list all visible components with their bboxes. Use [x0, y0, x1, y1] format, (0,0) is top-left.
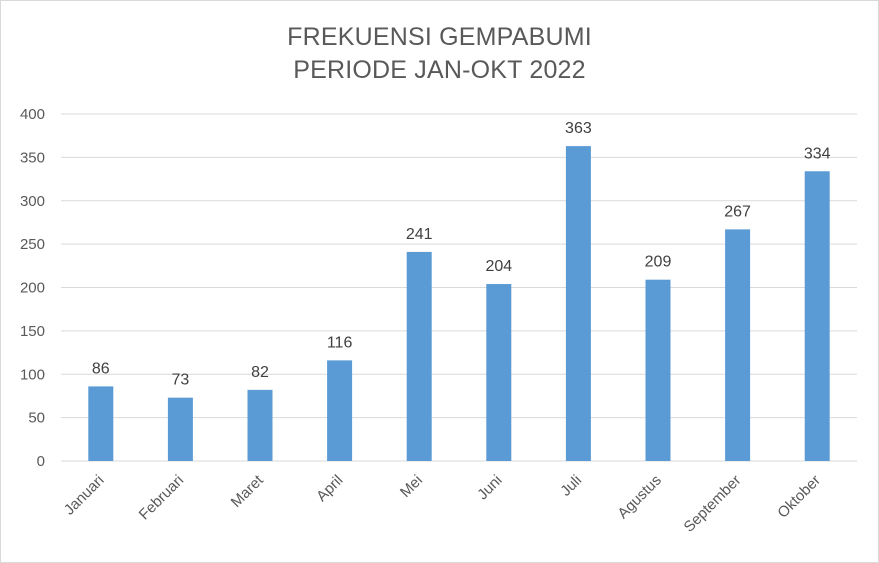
x-tick-label: Oktober: [774, 472, 824, 522]
chart-title-line-2: PERIODE JAN-OKT 2022: [293, 56, 586, 84]
data-label: 86: [92, 360, 110, 377]
x-tick-label: September: [681, 472, 745, 536]
x-tick-label: Juli: [557, 472, 585, 500]
data-label: 209: [645, 254, 672, 271]
y-tick-label: 150: [20, 323, 45, 340]
bar: [645, 279, 671, 461]
bar: [565, 146, 591, 461]
bar: [725, 229, 751, 461]
x-tick-label: April: [313, 472, 346, 505]
data-label: 363: [565, 120, 592, 137]
x-tick-label: Februari: [136, 472, 188, 524]
x-tick-label: Agustus: [614, 472, 664, 522]
x-tick-label: Maret: [228, 471, 268, 511]
y-tick-label: 200: [20, 280, 45, 297]
data-label: 334: [804, 145, 831, 162]
y-tick-label: 100: [20, 366, 45, 383]
y-tick-label: 250: [20, 236, 45, 253]
x-tick-label: Mei: [397, 472, 426, 501]
bar: [247, 389, 273, 461]
chart-title-line-1: FREKUENSI GEMPABUMI: [287, 23, 592, 51]
bar: [88, 386, 114, 461]
y-tick-label: 50: [28, 410, 45, 427]
data-label: 116: [327, 334, 353, 351]
data-label: 267: [724, 203, 751, 220]
x-tick-label: Juni: [474, 472, 505, 503]
data-label: 204: [485, 258, 512, 275]
bar: [167, 397, 193, 461]
data-label: 82: [251, 364, 269, 381]
y-tick-label: 400: [20, 106, 45, 123]
y-tick-label: 300: [20, 193, 45, 210]
data-label: 73: [172, 372, 190, 389]
y-tick-label: 0: [37, 453, 45, 470]
x-tick-label: Januari: [61, 472, 108, 519]
chart-title: FREKUENSI GEMPABUMI PERIODE JAN-OKT 2022: [1, 21, 878, 87]
data-label: 241: [406, 226, 433, 243]
y-tick-label: 350: [20, 149, 45, 166]
bar: [486, 284, 512, 461]
bar: [327, 360, 353, 461]
bar: [406, 251, 432, 461]
bar: [804, 171, 830, 461]
